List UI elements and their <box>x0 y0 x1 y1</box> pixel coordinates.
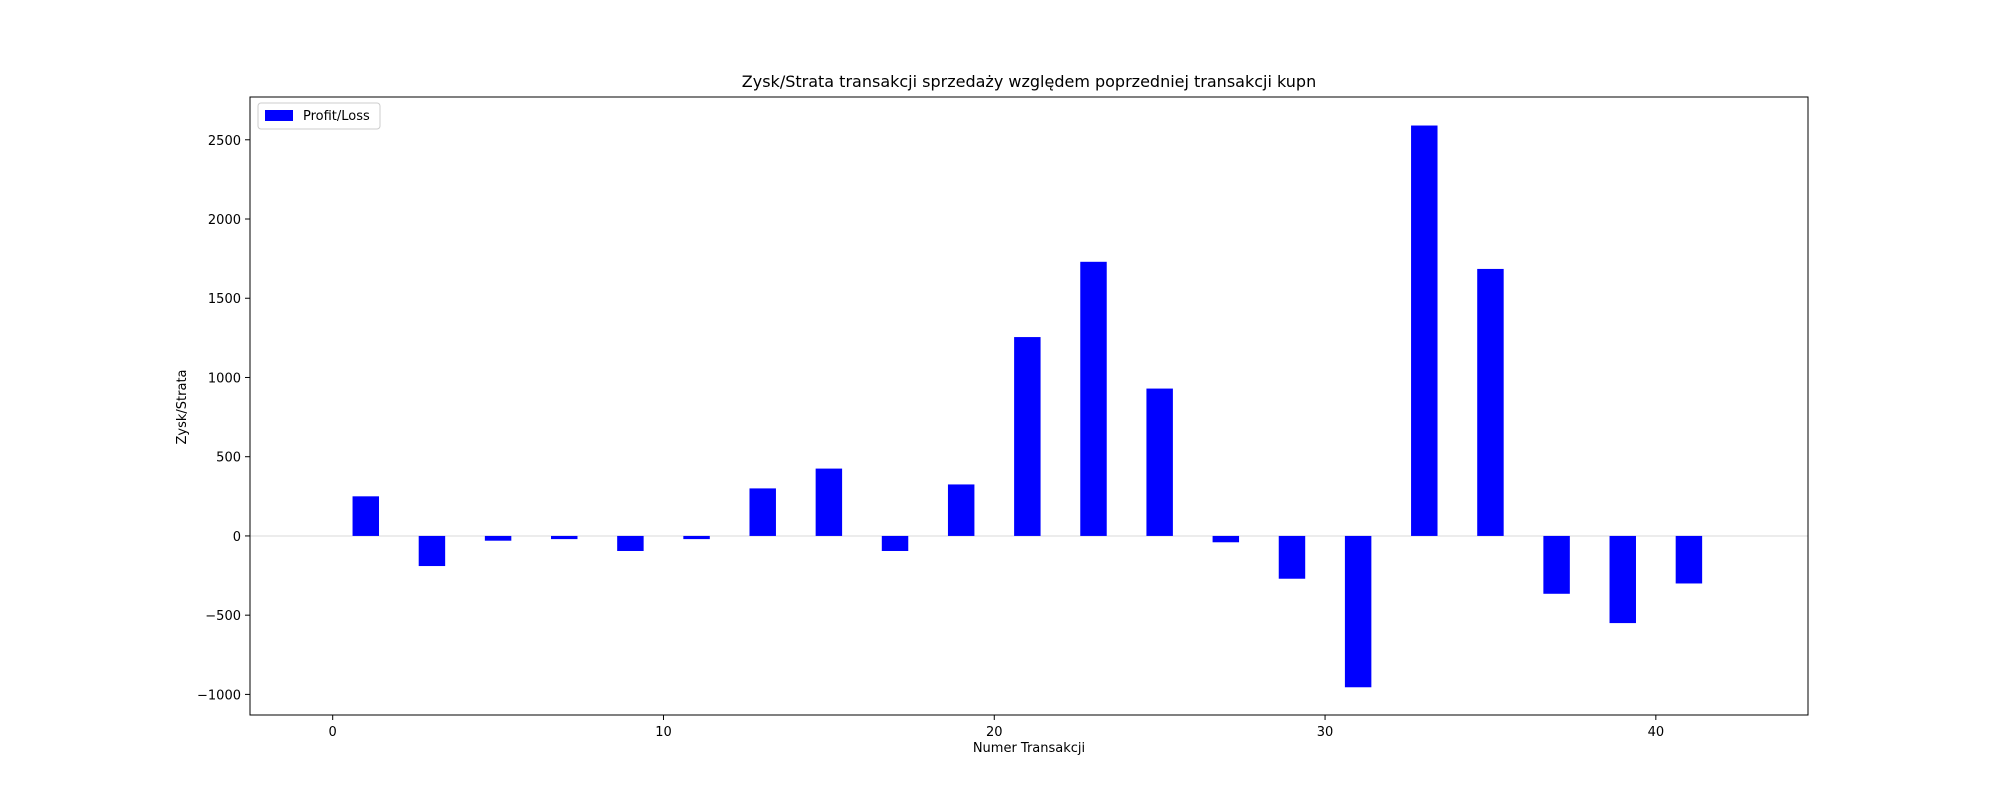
bar-transaction-31 <box>1344 535 1372 688</box>
y-tick-label: 2000 <box>208 213 241 228</box>
chart-title: Zysk/Strata transakcji sprzedaży względe… <box>742 72 1316 91</box>
x-tick-label: 20 <box>986 725 1003 740</box>
x-axis-label: Numer Transakcji <box>973 741 1085 756</box>
y-tick-label: 1000 <box>208 371 241 386</box>
y-tick-label: −500 <box>205 609 241 624</box>
bar-transaction-25 <box>1146 388 1173 536</box>
bar-transaction-5 <box>484 535 512 541</box>
y-tick-label: −1000 <box>197 688 241 703</box>
bar-transaction-1 <box>352 496 380 536</box>
x-tick-label: 40 <box>1648 725 1665 740</box>
bar-transaction-21 <box>1014 337 1041 536</box>
bar-transaction-19 <box>947 484 975 536</box>
bar-transaction-9 <box>617 535 644 551</box>
y-tick-label: 500 <box>216 451 241 466</box>
y-tick-label: 0 <box>233 530 241 545</box>
legend-swatch <box>265 110 293 121</box>
x-tick-label: 30 <box>1317 725 1334 740</box>
bar-transaction-17 <box>881 535 909 551</box>
y-tick-label: 1500 <box>208 292 241 307</box>
bar-transaction-27 <box>1212 535 1240 543</box>
bar-transaction-15 <box>815 468 843 536</box>
bar-transaction-37 <box>1543 535 1570 594</box>
bar-transaction-3 <box>418 535 446 567</box>
bar-transaction-35 <box>1477 268 1504 536</box>
bar-transaction-33 <box>1411 125 1438 536</box>
bar-transaction-39 <box>1609 535 1636 624</box>
bar-transaction-41 <box>1675 535 1703 584</box>
legend-entry-label: Profit/Loss <box>303 109 370 124</box>
legend-frame <box>257 102 381 130</box>
bar-transaction-13 <box>749 488 776 536</box>
legend: Profit/Loss <box>257 102 381 130</box>
plot-frame <box>249 96 1809 716</box>
x-tick-label: 10 <box>655 725 672 740</box>
bar-transaction-23 <box>1080 261 1107 536</box>
y-axis-label: Zysk/Strata <box>175 369 190 444</box>
x-tick-label: 0 <box>329 725 337 740</box>
bar-transaction-29 <box>1278 535 1306 579</box>
bar-transaction-7 <box>551 535 578 540</box>
y-tick-label: 2500 <box>208 134 241 149</box>
bar-transaction-11 <box>683 535 710 540</box>
